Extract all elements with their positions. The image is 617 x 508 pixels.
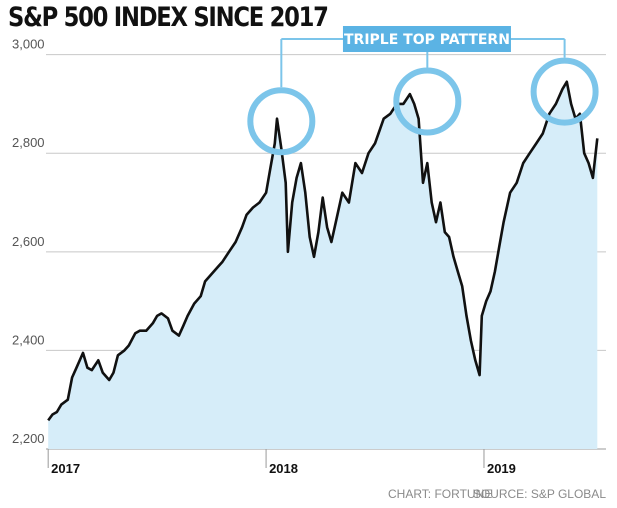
x-tick-label-2: 2019 (487, 461, 516, 476)
y-tick-label-0: 3,000 (12, 37, 45, 52)
y-tick-label-3: 2,400 (12, 332, 45, 347)
year-divider-layer (46, 448, 606, 468)
x-axis-ticks: 2017 2018 2019 (51, 461, 516, 476)
x-tick-label-1: 2018 (269, 461, 298, 476)
credit-chart: CHART: FORTUNE (388, 487, 492, 501)
index-line (47, 80, 599, 422)
peak-circle-0 (247, 87, 316, 156)
annotation-label-box (342, 26, 511, 52)
annotation-label: TRIPLE TOP PATTERN (344, 32, 510, 48)
y-tick-label-1: 2,800 (12, 135, 45, 150)
peak-circle-1 (393, 67, 462, 136)
y-tick-label-4: 2,200 (12, 431, 45, 446)
chart-title: S&P 500 INDEX SINCE 2017 (8, 2, 329, 33)
credit-source: SOURCE: S&P GLOBAL (473, 487, 606, 501)
peak-circle-2 (530, 57, 599, 126)
x-tick-label-0: 2017 (51, 461, 80, 476)
index-area-fill (48, 81, 598, 450)
triple-top-annotation: TRIPLE TOP PATTERN (247, 26, 599, 156)
y-tick-label-2: 2,600 (12, 234, 45, 249)
y-axis-ticks: 3,000 2,800 2,600 2,400 2,200 (12, 37, 45, 446)
